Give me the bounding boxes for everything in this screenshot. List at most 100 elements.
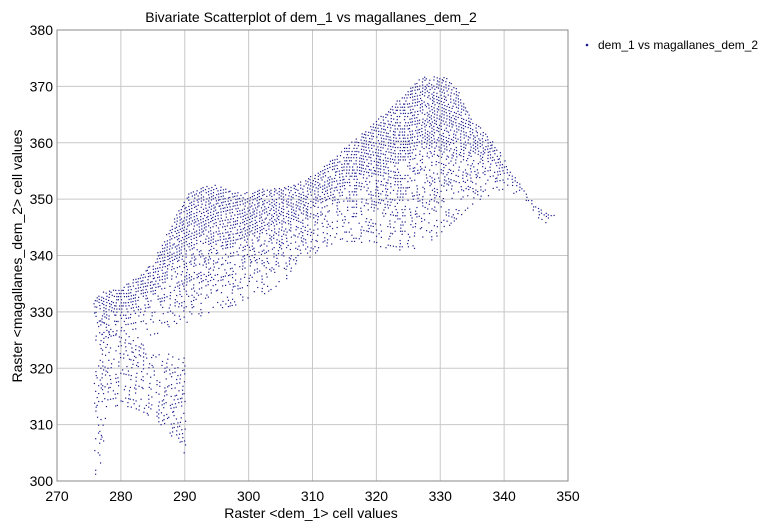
scatter-point — [172, 431, 174, 433]
scatter-point — [130, 313, 132, 316]
scatter-point — [254, 225, 256, 228]
scatter-point — [375, 182, 378, 185]
scatter-point — [251, 220, 253, 223]
scatter-point — [376, 241, 378, 244]
scatter-point — [206, 198, 208, 200]
scatter-point — [177, 422, 179, 424]
scatter-point — [203, 233, 205, 235]
scatter-point — [350, 160, 352, 162]
scatter-point — [455, 125, 457, 127]
scatter-point — [229, 243, 231, 245]
scatter-point — [274, 231, 276, 233]
scatter-point — [234, 226, 236, 229]
scatter-point — [264, 218, 266, 220]
scatter-point — [346, 169, 348, 171]
scatter-point — [300, 227, 302, 230]
scatter-point — [196, 208, 198, 211]
scatter-point — [125, 317, 127, 319]
scatter-point — [144, 304, 146, 306]
x-axis-title: Raster <dem_1> cell values — [224, 505, 398, 521]
scatter-point — [332, 165, 334, 168]
scatter-point — [166, 265, 169, 267]
scatter-point — [395, 246, 397, 248]
scatter-point — [487, 170, 489, 172]
scatter-point — [411, 142, 413, 145]
scatter-point — [336, 233, 338, 235]
scatter-point — [178, 241, 181, 243]
scatter-point — [261, 219, 263, 221]
scatter-point — [181, 221, 183, 223]
scatter-point — [99, 462, 102, 464]
scatter-point — [190, 223, 193, 225]
scatter-point — [372, 151, 374, 153]
scatter-point — [211, 186, 213, 189]
scatter-point — [171, 376, 173, 378]
scatter-point — [355, 184, 357, 187]
scatter-point — [334, 177, 336, 180]
scatter-point — [314, 174, 316, 176]
scatter-point — [381, 199, 383, 201]
scatter-point — [179, 318, 181, 320]
scatter-point — [387, 244, 389, 246]
scatter-point — [261, 210, 264, 212]
scatter-point — [387, 136, 389, 138]
scatter-point — [278, 197, 280, 199]
scatter-point — [440, 206, 442, 208]
scatter-point — [109, 378, 112, 381]
scatter-point — [477, 172, 479, 174]
scatter-point — [416, 163, 418, 165]
scatter-point — [252, 242, 254, 244]
scatter-point — [259, 214, 261, 216]
scatter-point — [310, 231, 312, 233]
scatter-point — [268, 213, 271, 215]
scatter-point — [404, 208, 406, 211]
scatter-point — [414, 232, 416, 234]
scatter-point — [358, 182, 360, 184]
scatter-point — [183, 282, 185, 284]
scatter-point — [380, 149, 382, 152]
scatter-point — [229, 246, 232, 248]
scatter-point — [184, 428, 186, 430]
scatter-point — [421, 103, 423, 105]
scatter-point — [485, 146, 487, 148]
scatter-point — [220, 245, 222, 247]
scatter-point — [392, 146, 394, 148]
scatter-point — [215, 187, 218, 190]
scatter-point — [101, 333, 103, 336]
scatter-point — [93, 382, 95, 385]
scatter-point — [185, 284, 188, 286]
scatter-point — [384, 206, 386, 209]
scatter-point — [496, 177, 498, 179]
scatter-point — [452, 142, 455, 145]
scatter-point — [252, 248, 254, 250]
scatter-point — [140, 398, 142, 400]
scatter-point — [453, 99, 455, 101]
scatter-point — [416, 98, 419, 100]
scatter-point — [453, 217, 455, 219]
scatter-point — [129, 386, 131, 389]
scatter-point — [498, 189, 500, 191]
scatter-point — [312, 201, 314, 203]
scatter-point — [348, 222, 350, 224]
scatter-point — [313, 214, 315, 216]
scatter-point — [394, 230, 396, 232]
scatter-point — [204, 297, 207, 299]
scatter-point — [421, 99, 423, 102]
scatter-point — [256, 200, 258, 202]
scatter-point — [421, 127, 423, 130]
scatter-point — [203, 214, 206, 217]
scatter-point — [290, 227, 292, 229]
scatter-point — [183, 357, 185, 359]
scatter-point — [509, 171, 511, 173]
scatter-point — [358, 185, 360, 187]
scatter-point — [268, 290, 270, 292]
scatter-point — [455, 140, 458, 142]
scatter-point — [169, 285, 171, 287]
scatter-point — [211, 276, 213, 279]
scatter-point — [135, 303, 137, 305]
scatter-point — [135, 322, 137, 324]
scatter-point — [286, 237, 288, 239]
scatter-point — [242, 249, 244, 252]
scatter-point — [355, 212, 358, 215]
scatter-point — [317, 172, 319, 174]
